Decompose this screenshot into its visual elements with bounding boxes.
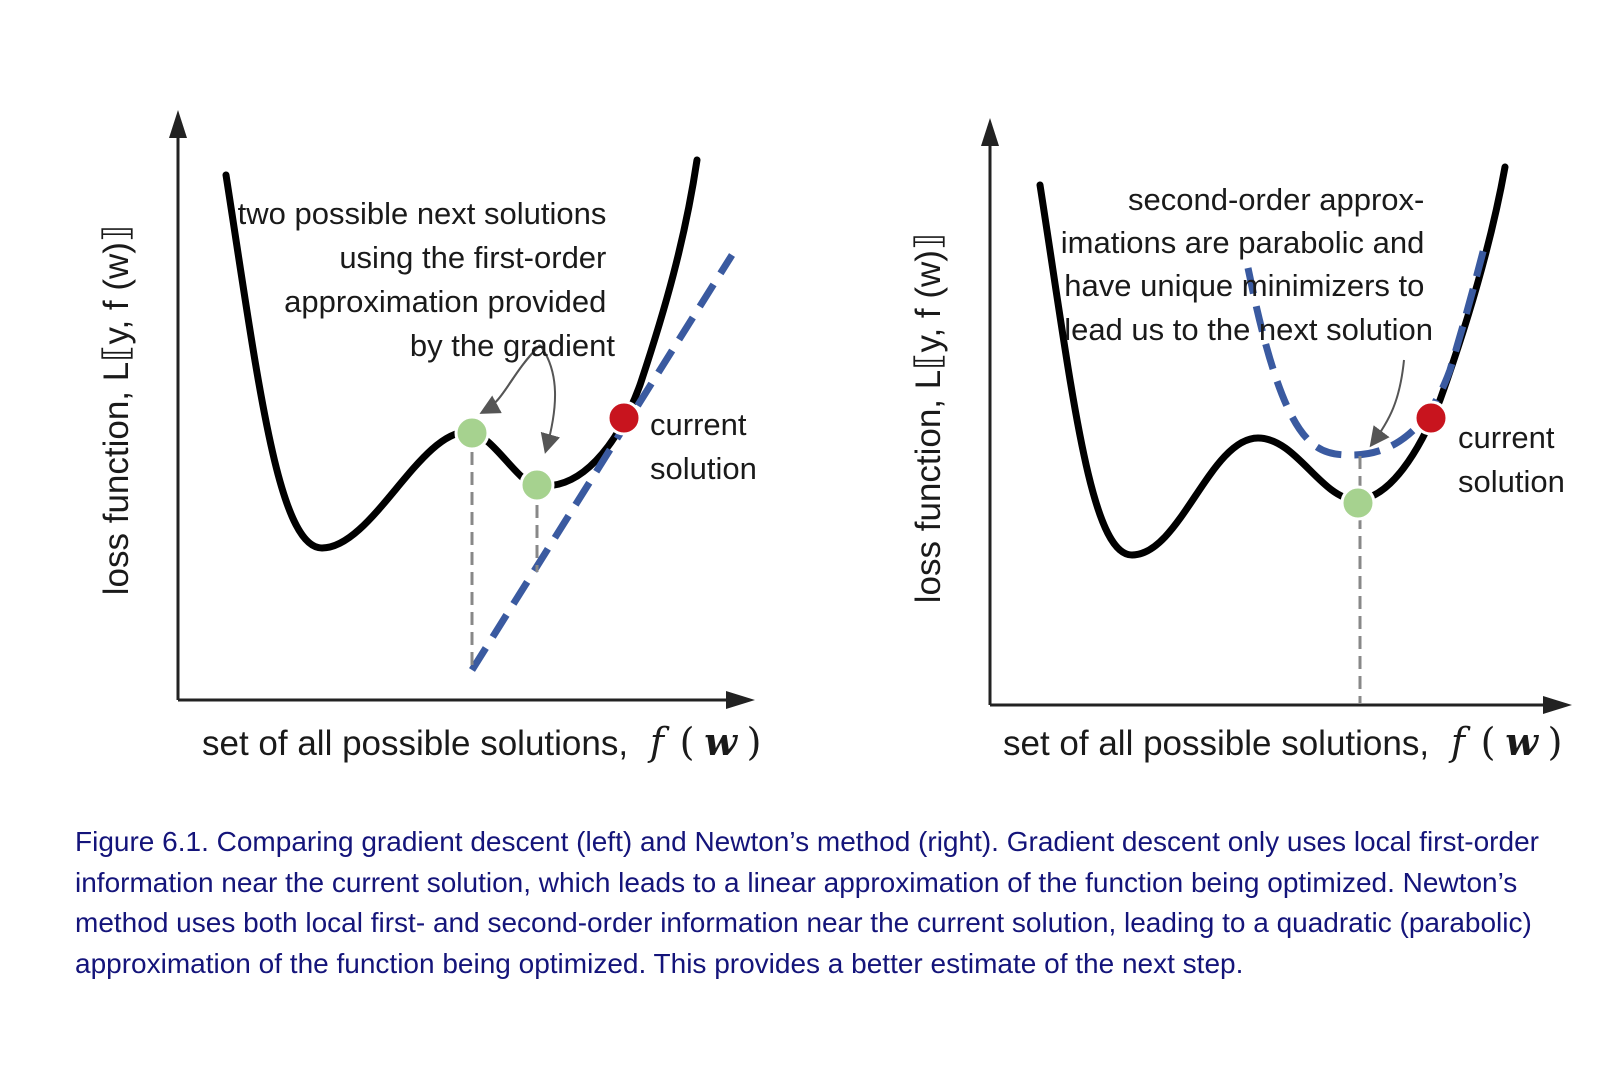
left-linear-approximation bbox=[469, 253, 735, 672]
left-current-line: solution bbox=[650, 451, 757, 486]
x-math-open: ( bbox=[680, 720, 695, 764]
left-x-axis-text: set of all possible solutions, bbox=[202, 724, 628, 763]
right-candidate-point bbox=[1340, 485, 1376, 521]
figure-diagrams: two possible next solutions using the fi… bbox=[97, 110, 1572, 764]
x-math-w: w bbox=[704, 719, 738, 764]
left-x-axis-label: set of all possible solutions, f ( w ) bbox=[202, 719, 761, 764]
left-axes bbox=[169, 110, 755, 709]
x-math-f: f bbox=[1448, 720, 1471, 764]
right-pointer-arrow bbox=[1369, 359, 1405, 448]
right-current-line: current bbox=[1458, 420, 1555, 455]
right-annotation-line: second-order approx- bbox=[1128, 182, 1424, 217]
left-annotation-line: by the gradient bbox=[410, 328, 615, 363]
left-current-line: current bbox=[650, 407, 747, 442]
right-x-axis-text: set of all possible solutions, bbox=[1003, 724, 1429, 763]
left-panel: two possible next solutions using the fi… bbox=[97, 110, 761, 764]
right-current-solution-label: current solution bbox=[1458, 420, 1565, 499]
left-candidate-point-2 bbox=[519, 467, 555, 503]
left-current-solution-label: current solution bbox=[650, 407, 757, 486]
right-current-point bbox=[1413, 400, 1449, 436]
right-panel: second-order approx- imations are parabo… bbox=[909, 118, 1572, 764]
left-current-point bbox=[606, 400, 642, 436]
left-annotation-line: using the first-order bbox=[339, 240, 606, 275]
right-annotation-line: imations are parabolic and bbox=[1061, 225, 1425, 260]
left-candidate-point-1 bbox=[454, 415, 490, 451]
right-annotation-line: lead us to the next solution bbox=[1064, 312, 1433, 347]
x-math-w: w bbox=[1505, 719, 1539, 764]
figure-caption: Figure 6.1. Comparing gradient descent (… bbox=[75, 826, 1539, 979]
left-y-axis-label: loss function, L⟦y, f (w)⟧ bbox=[97, 225, 136, 596]
right-annotation: second-order approx- imations are parabo… bbox=[1061, 182, 1433, 347]
right-axes bbox=[981, 118, 1572, 714]
right-x-axis-label: set of all possible solutions, f ( w ) bbox=[1003, 719, 1562, 764]
x-math-close: ) bbox=[747, 720, 762, 764]
left-annotation-line: approximation provided bbox=[284, 284, 606, 319]
left-annotation: two possible next solutions using the fi… bbox=[238, 196, 616, 363]
right-quadratic-approximation bbox=[1244, 247, 1488, 459]
x-math-f: f bbox=[647, 720, 670, 764]
right-annotation-line: have unique minimizers to bbox=[1064, 268, 1424, 303]
x-math-open: ( bbox=[1481, 720, 1496, 764]
right-y-axis-label: loss function, L⟦y, f (w)⟧ bbox=[909, 233, 948, 604]
left-annotation-line: two possible next solutions bbox=[238, 196, 607, 231]
x-math-close: ) bbox=[1548, 720, 1563, 764]
right-current-line: solution bbox=[1458, 464, 1565, 499]
